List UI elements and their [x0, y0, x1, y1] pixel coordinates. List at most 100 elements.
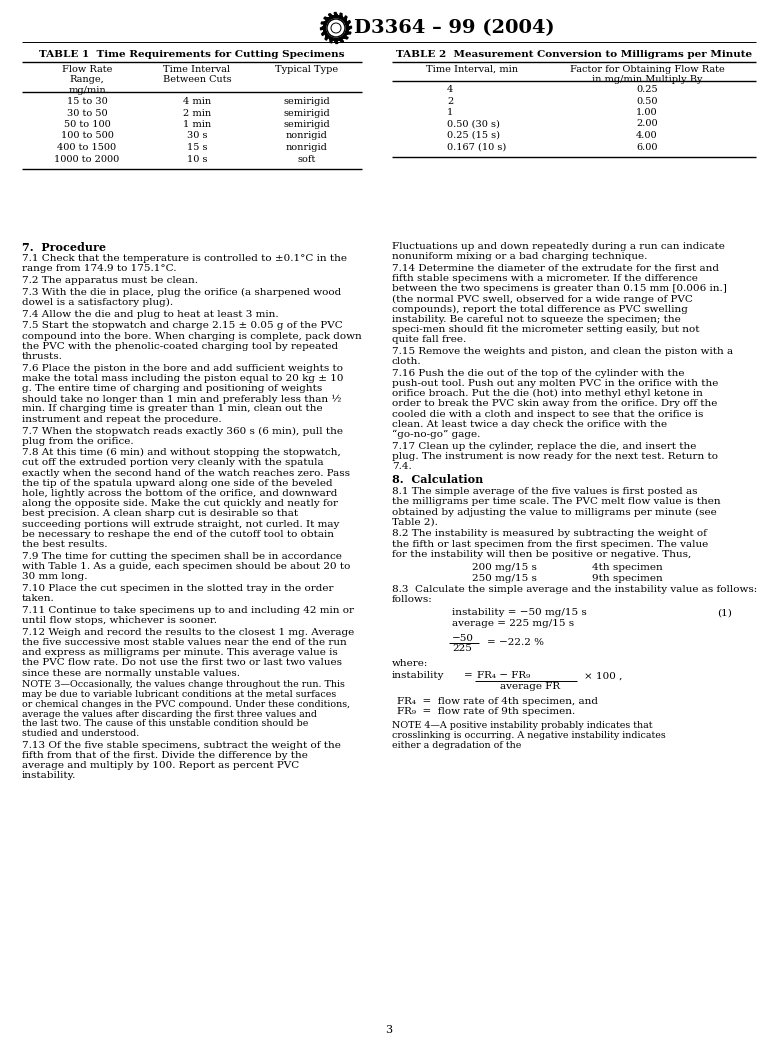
- Text: FR₉  =  flow rate of 9th specimen.: FR₉ = flow rate of 9th specimen.: [397, 707, 575, 716]
- Text: hole, lightly across the bottom of the orifice, and downward: hole, lightly across the bottom of the o…: [22, 489, 338, 498]
- Text: or chemical changes in the PVC compound. Under these conditions,: or chemical changes in the PVC compound.…: [22, 700, 350, 709]
- Text: cloth.: cloth.: [392, 357, 422, 366]
- Text: average and multiply by 100. Report as percent PVC: average and multiply by 100. Report as p…: [22, 761, 300, 770]
- Text: average FR: average FR: [500, 682, 560, 690]
- Text: 30 mm long.: 30 mm long.: [22, 573, 87, 581]
- Text: where:: where:: [392, 659, 429, 668]
- Text: compounds), report the total difference as PVC swelling: compounds), report the total difference …: [392, 305, 688, 313]
- Text: 8.3  Calculate the simple average and the instability value as follows:: 8.3 Calculate the simple average and the…: [392, 585, 757, 594]
- Text: 7.13 Of the five stable specimens, subtract the weight of the: 7.13 Of the five stable specimens, subtr…: [22, 740, 341, 750]
- Text: cooled die with a cloth and inspect to see that the orifice is: cooled die with a cloth and inspect to s…: [392, 410, 703, 418]
- Text: semirigid: semirigid: [284, 108, 331, 118]
- Text: the five successive most stable values near the end of the run: the five successive most stable values n…: [22, 638, 347, 646]
- Text: 4th specimen: 4th specimen: [592, 563, 663, 573]
- Text: 1 min: 1 min: [183, 120, 211, 129]
- Text: compound into the bore. When charging is complete, pack down: compound into the bore. When charging is…: [22, 332, 362, 340]
- Text: 10 s: 10 s: [187, 154, 207, 163]
- Text: the fifth or last specimen from the first specimen. The value: the fifth or last specimen from the firs…: [392, 539, 708, 549]
- Text: × 100 ,: × 100 ,: [584, 671, 622, 681]
- Text: −50: −50: [452, 634, 474, 642]
- Text: FR₄ − FR₉: FR₄ − FR₉: [477, 671, 531, 681]
- Text: average the values after discarding the first three values and: average the values after discarding the …: [22, 710, 317, 718]
- Text: (the normal PVC swell, observed for a wide range of PVC: (the normal PVC swell, observed for a wi…: [392, 295, 693, 304]
- Text: exactly when the second hand of the watch reaches zero. Pass: exactly when the second hand of the watc…: [22, 468, 350, 478]
- Text: nonuniform mixing or a bad charging technique.: nonuniform mixing or a bad charging tech…: [392, 252, 647, 261]
- Text: for the instability will then be positive or negative. Thus,: for the instability will then be positiv…: [392, 550, 691, 559]
- Text: (1): (1): [717, 608, 732, 617]
- Text: 7.14 Determine the diameter of the extrudate for the first and: 7.14 Determine the diameter of the extru…: [392, 264, 719, 273]
- Text: 225: 225: [452, 644, 472, 653]
- Text: instability = −50 mg/15 s: instability = −50 mg/15 s: [452, 608, 587, 617]
- Text: 250 mg/15 s: 250 mg/15 s: [472, 574, 537, 583]
- Text: 0.50 (30 s): 0.50 (30 s): [447, 120, 500, 128]
- Text: semirigid: semirigid: [284, 97, 331, 106]
- Text: 2.00: 2.00: [636, 120, 658, 128]
- Text: 7.7 When the stopwatch reads exactly 360 s (6 min), pull the: 7.7 When the stopwatch reads exactly 360…: [22, 427, 343, 435]
- Text: average = 225 mg/15 s: average = 225 mg/15 s: [452, 618, 574, 628]
- Text: 7.1 Check that the temperature is controlled to ±0.1°C in the: 7.1 Check that the temperature is contro…: [22, 254, 347, 263]
- Text: 400 to 1500: 400 to 1500: [58, 143, 117, 152]
- Text: 7.16 Push the die out of the top of the cylinder with the: 7.16 Push the die out of the top of the …: [392, 369, 685, 378]
- Text: 8.1 The simple average of the five values is first posted as: 8.1 The simple average of the five value…: [392, 487, 698, 497]
- Text: 4.00: 4.00: [636, 131, 658, 139]
- Text: instability. Be careful not to squeeze the specimen; the: instability. Be careful not to squeeze t…: [392, 314, 681, 324]
- Text: with Table 1. As a guide, each specimen should be about 20 to: with Table 1. As a guide, each specimen …: [22, 562, 350, 572]
- Text: dowel is a satisfactory plug).: dowel is a satisfactory plug).: [22, 298, 173, 307]
- Text: 50 to 100: 50 to 100: [64, 120, 110, 129]
- Text: make the total mass including the piston equal to 20 kg ± 10: make the total mass including the piston…: [22, 374, 344, 383]
- Text: taken.: taken.: [22, 594, 54, 603]
- Text: min. If charging time is greater than 1 min, clean out the: min. If charging time is greater than 1 …: [22, 405, 323, 413]
- Text: 15 to 30: 15 to 30: [67, 97, 107, 106]
- Text: 1.00: 1.00: [636, 108, 658, 117]
- Text: 3: 3: [385, 1025, 393, 1035]
- Text: 2: 2: [447, 97, 454, 105]
- Text: NOTE 4—A positive instability probably indicates that: NOTE 4—A positive instability probably i…: [392, 721, 653, 730]
- Text: the best results.: the best results.: [22, 540, 107, 549]
- Text: Time Interval
Between Cuts: Time Interval Between Cuts: [163, 65, 231, 84]
- Text: orifice broach. Put the die (hot) into methyl ethyl ketone in: orifice broach. Put the die (hot) into m…: [392, 389, 703, 399]
- Text: soft: soft: [298, 154, 316, 163]
- Text: the tip of the spatula upward along one side of the beveled: the tip of the spatula upward along one …: [22, 479, 333, 488]
- Text: 1000 to 2000: 1000 to 2000: [54, 154, 120, 163]
- Text: Time Interval, min: Time Interval, min: [426, 65, 518, 74]
- Text: clean. At least twice a day check the orifice with the: clean. At least twice a day check the or…: [392, 420, 667, 429]
- Text: 0.25 (15 s): 0.25 (15 s): [447, 131, 500, 139]
- Text: along the opposite side. Make the cut quickly and neatly for: along the opposite side. Make the cut qu…: [22, 500, 338, 508]
- Text: Typical Type: Typical Type: [275, 65, 338, 74]
- Text: Flow Rate
Range,
mg/min: Flow Rate Range, mg/min: [61, 65, 112, 95]
- Text: 1: 1: [447, 108, 454, 117]
- Text: g. The entire time of charging and positioning of weights: g. The entire time of charging and posit…: [22, 384, 322, 393]
- Text: 7.15 Remove the weights and piston, and clean the piston with a: 7.15 Remove the weights and piston, and …: [392, 347, 733, 356]
- Text: the last two. The cause of this unstable condition should be: the last two. The cause of this unstable…: [22, 719, 308, 729]
- Text: TABLE 2  Measurement Conversion to Milligrams per Minute: TABLE 2 Measurement Conversion to Millig…: [396, 50, 752, 59]
- Text: instability: instability: [392, 671, 444, 681]
- Text: 30 to 50: 30 to 50: [67, 108, 107, 118]
- Text: 7.5 Start the stopwatch and charge 2.15 ± 0.05 g of the PVC: 7.5 Start the stopwatch and charge 2.15 …: [22, 322, 343, 330]
- Text: Factor for Obtaining Flow Rate
in mg/min Multiply By: Factor for Obtaining Flow Rate in mg/min…: [569, 65, 724, 84]
- Text: and express as milligrams per minute. This average value is: and express as milligrams per minute. Th…: [22, 649, 338, 657]
- Text: instability.: instability.: [22, 771, 76, 780]
- Text: cut off the extruded portion very cleanly with the spatula: cut off the extruded portion very cleanl…: [22, 458, 324, 467]
- Text: Fluctuations up and down repeatedly during a run can indicate: Fluctuations up and down repeatedly duri…: [392, 242, 725, 251]
- Text: best precision. A clean sharp cut is desirable so that: best precision. A clean sharp cut is des…: [22, 509, 298, 518]
- Text: plug from the orifice.: plug from the orifice.: [22, 436, 134, 446]
- Text: since these are normally unstable values.: since these are normally unstable values…: [22, 668, 240, 678]
- Text: quite fall free.: quite fall free.: [392, 335, 466, 345]
- Circle shape: [327, 19, 345, 37]
- Text: 0.167 (10 s): 0.167 (10 s): [447, 143, 506, 152]
- Text: 7.12 Weigh and record the results to the closest 1 mg. Average: 7.12 Weigh and record the results to the…: [22, 628, 354, 637]
- Text: 0.50: 0.50: [636, 97, 657, 105]
- Text: 7.  Procedure: 7. Procedure: [22, 242, 106, 253]
- Text: obtained by adjusting the value to milligrams per minute (see: obtained by adjusting the value to milli…: [392, 508, 717, 516]
- Text: =: =: [464, 671, 473, 681]
- Text: instrument and repeat the procedure.: instrument and repeat the procedure.: [22, 414, 222, 424]
- Text: crosslinking is occurring. A negative instability indicates: crosslinking is occurring. A negative in…: [392, 731, 666, 740]
- Text: be necessary to reshape the end of the cutoff tool to obtain: be necessary to reshape the end of the c…: [22, 530, 334, 539]
- Text: “go-no-go” gage.: “go-no-go” gage.: [392, 430, 480, 439]
- Text: nonrigid: nonrigid: [286, 143, 328, 152]
- Text: 15 s: 15 s: [187, 143, 207, 152]
- Text: D3364 – 99 (2004): D3364 – 99 (2004): [354, 19, 555, 37]
- Text: 7.10 Place the cut specimen in the slotted tray in the order: 7.10 Place the cut specimen in the slott…: [22, 584, 334, 593]
- Text: 4 min: 4 min: [183, 97, 211, 106]
- Text: 7.4 Allow the die and plug to heat at least 3 min.: 7.4 Allow the die and plug to heat at le…: [22, 310, 279, 319]
